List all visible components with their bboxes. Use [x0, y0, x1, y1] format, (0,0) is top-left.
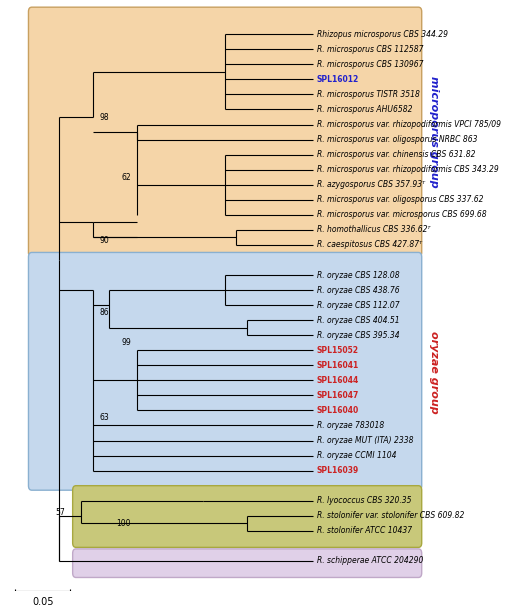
Text: 0.05: 0.05	[32, 597, 54, 607]
Text: R. azygosporus CBS 357.93ᵀ: R. azygosporus CBS 357.93ᵀ	[317, 180, 425, 189]
Text: R. microsporus TISTR 3518: R. microsporus TISTR 3518	[317, 90, 420, 99]
Text: 63: 63	[99, 414, 109, 423]
Text: R. oryzae CBS 395.34: R. oryzae CBS 395.34	[317, 331, 400, 340]
Text: R. microsporus var. oligosporus CBS 337.62: R. microsporus var. oligosporus CBS 337.…	[317, 195, 483, 204]
Text: R. oryzae MUT (ITA) 2338: R. oryzae MUT (ITA) 2338	[317, 436, 413, 445]
Text: R. microsporus CBS 112587: R. microsporus CBS 112587	[317, 45, 423, 54]
Text: 90: 90	[99, 236, 109, 245]
FancyBboxPatch shape	[29, 7, 422, 257]
Text: R. microsporus var. microsporus CBS 699.68: R. microsporus var. microsporus CBS 699.…	[317, 210, 486, 220]
Text: 98: 98	[100, 112, 109, 121]
Text: R. microsporus AHU6582: R. microsporus AHU6582	[317, 105, 412, 114]
Text: SPL15052: SPL15052	[317, 346, 359, 355]
Text: 100: 100	[117, 518, 131, 528]
Text: R. caespitosus CBS 427.87ᵀ: R. caespitosus CBS 427.87ᵀ	[317, 240, 422, 249]
Text: R. microsporus var. oligosporus NRBC 863: R. microsporus var. oligosporus NRBC 863	[317, 135, 477, 144]
Text: SPL16040: SPL16040	[317, 406, 359, 415]
Text: R. schipperae ATCC 204290: R. schipperae ATCC 204290	[317, 556, 423, 565]
Text: R. oryzae CBS 128.08: R. oryzae CBS 128.08	[317, 270, 400, 279]
Text: 86: 86	[100, 308, 109, 317]
Text: microporus group: microporus group	[429, 76, 439, 188]
Text: R. homothallicus CBS 336.62ᵀ: R. homothallicus CBS 336.62ᵀ	[317, 225, 430, 234]
Text: R. stolonifer var. stolonifer CBS 609.82: R. stolonifer var. stolonifer CBS 609.82	[317, 511, 464, 520]
Text: R. microsporus var. rhizopodiformis CBS 343.29: R. microsporus var. rhizopodiformis CBS …	[317, 165, 499, 174]
Text: 99: 99	[122, 338, 131, 347]
Text: R. microsporus CBS 130967: R. microsporus CBS 130967	[317, 60, 423, 69]
Text: SPL16047: SPL16047	[317, 391, 359, 400]
Text: oryzae group: oryzae group	[429, 331, 439, 414]
Text: R. oryzae CBS 404.51: R. oryzae CBS 404.51	[317, 315, 400, 325]
Text: SPL16041: SPL16041	[317, 361, 359, 370]
Text: SPL16012: SPL16012	[317, 75, 359, 84]
Text: SPL16044: SPL16044	[317, 376, 359, 385]
Text: R. microsporus var. rhizopodiformis VPCI 785/09: R. microsporus var. rhizopodiformis VPCI…	[317, 120, 501, 129]
Text: R. oryzae CBS 438.76: R. oryzae CBS 438.76	[317, 285, 400, 295]
Text: SPL16039: SPL16039	[317, 466, 359, 475]
Text: R. oryzae CCMI 1104: R. oryzae CCMI 1104	[317, 451, 396, 460]
Text: 57: 57	[55, 508, 65, 517]
FancyBboxPatch shape	[73, 486, 422, 547]
Text: Rhizopus microsporus CBS 344.29: Rhizopus microsporus CBS 344.29	[317, 30, 448, 39]
Text: R. oryzae 783018: R. oryzae 783018	[317, 421, 384, 430]
FancyBboxPatch shape	[29, 253, 422, 490]
Text: R. stolonifer ATCC 10437: R. stolonifer ATCC 10437	[317, 526, 412, 536]
FancyBboxPatch shape	[73, 549, 422, 578]
Text: R. lyococcus CBS 320.35: R. lyococcus CBS 320.35	[317, 496, 411, 505]
Text: R. microsporus var. chinensis CBS 631.82: R. microsporus var. chinensis CBS 631.82	[317, 150, 475, 159]
Text: R. oryzae CBS 112.07: R. oryzae CBS 112.07	[317, 301, 400, 310]
Text: 62: 62	[122, 173, 131, 182]
